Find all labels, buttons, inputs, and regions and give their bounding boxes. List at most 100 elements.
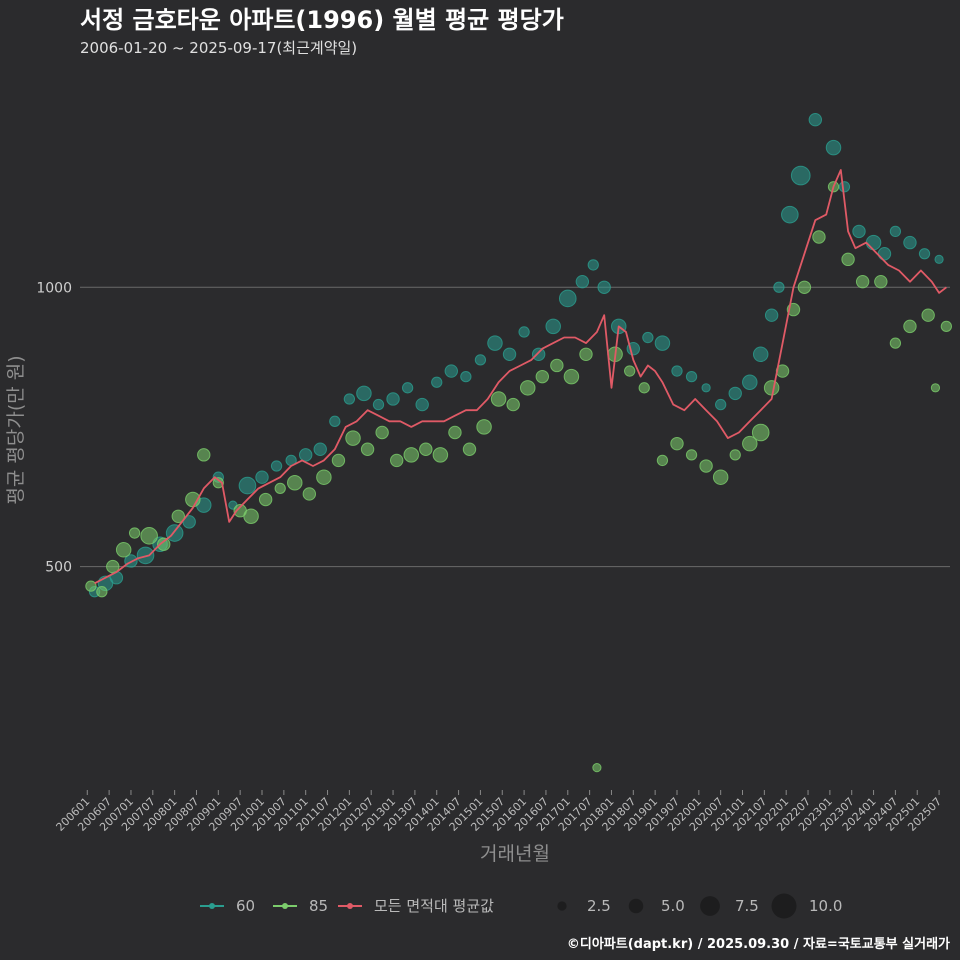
data-point-60 (545, 318, 561, 335)
average-line (94, 169, 947, 585)
data-point-60 (773, 281, 785, 293)
data-point-60 (752, 346, 769, 363)
legend-size-circle (771, 893, 797, 919)
data-point-85 (763, 380, 780, 396)
data-point-85 (419, 442, 433, 456)
data-point-60 (575, 274, 590, 289)
data-point-85 (519, 380, 536, 396)
data-point-60 (502, 347, 517, 361)
data-point-85 (592, 763, 602, 773)
average-line-path (94, 169, 947, 585)
data-point-85 (375, 425, 389, 440)
data-point-85 (889, 337, 902, 349)
data-point-60 (728, 386, 742, 401)
data-point-85 (797, 280, 812, 294)
data-point-85 (656, 454, 669, 467)
data-point-60 (701, 383, 711, 393)
data-point-60 (238, 476, 257, 495)
data-point-60 (742, 374, 758, 390)
data-point-60 (597, 280, 611, 294)
data-point-85 (670, 436, 684, 451)
data-point-60 (825, 139, 842, 156)
legend-size-label: 5.0 (661, 897, 685, 915)
data-point-85 (855, 274, 870, 289)
data-point-60 (329, 415, 341, 427)
data-point-60 (642, 331, 654, 344)
data-point-60 (715, 398, 727, 411)
legend: 60 85 모든 면적대 평균값 2.5 5.0 7.5 10.0 (200, 893, 842, 919)
legend-dot (282, 903, 288, 909)
data-point-85 (389, 453, 404, 468)
data-point-60 (313, 442, 327, 456)
legend-label: 60 (236, 897, 255, 915)
y-tick-label: 500 (45, 560, 72, 576)
data-point-85 (462, 442, 477, 456)
data-point-60 (838, 181, 851, 193)
x-axis-title: 거래년월 (480, 843, 550, 865)
data-point-60 (685, 370, 698, 383)
data-point-85 (360, 442, 375, 456)
data-point-85 (274, 482, 286, 495)
data-point-85 (258, 492, 273, 507)
legend-size-circle (628, 898, 644, 914)
data-point-60 (764, 308, 779, 322)
data-point-85 (287, 475, 303, 491)
data-point-60 (518, 326, 530, 338)
data-point-60 (808, 112, 823, 127)
data-point-85 (506, 397, 520, 412)
data-point-60 (654, 335, 671, 351)
y-axis-ticks: 500 1000 (36, 280, 72, 575)
data-point-85 (331, 453, 346, 468)
legend-dot (209, 903, 215, 909)
legend-size-label: 7.5 (735, 897, 759, 915)
data-point-85 (624, 365, 636, 377)
data-point-60 (356, 385, 372, 402)
data-point-60 (165, 524, 184, 542)
legend-size-label: 2.5 (587, 897, 611, 915)
data-point-85 (729, 449, 741, 461)
data-point-85 (874, 274, 888, 289)
data-point-60 (298, 448, 313, 462)
chart-subtitle: 2006-01-20 ~ 2025-09-17(최근계약일) (80, 39, 357, 57)
data-point-60 (587, 259, 599, 271)
y-axis-title: 평균 평당가(만 원) (5, 355, 27, 504)
data-point-85 (903, 319, 917, 334)
data-point-85 (432, 447, 449, 463)
data-point-60 (460, 370, 472, 383)
data-point-85 (85, 580, 97, 592)
data-point-85 (563, 368, 580, 385)
data-point-85 (751, 423, 770, 442)
data-point-60 (865, 234, 882, 251)
data-point-60 (487, 335, 503, 351)
data-point-85 (476, 419, 492, 435)
data-point-85 (448, 425, 462, 440)
data-point-85 (243, 508, 259, 525)
data-point-60 (934, 254, 944, 264)
data-point-60 (889, 225, 902, 238)
data-point-85 (712, 469, 729, 485)
data-point-85 (579, 347, 593, 361)
legend-size-label: 10.0 (809, 897, 842, 915)
chart-title: 서정 금호타운 아파트(1996) 월별 평균 평당가 (80, 6, 564, 34)
data-point-60 (918, 248, 931, 260)
data-point-85 (157, 537, 171, 551)
data-point-85 (699, 459, 713, 473)
data-point-85 (171, 509, 185, 523)
legend-label: 모든 면적대 평균값 (374, 897, 494, 915)
data-point-60 (136, 546, 155, 565)
data-point-60 (415, 397, 429, 412)
data-point-85 (316, 469, 332, 485)
data-point-60 (372, 398, 385, 411)
data-point-60 (877, 247, 892, 261)
data-point-60 (852, 224, 866, 239)
data-point-85 (930, 383, 941, 393)
data-point-85 (115, 542, 132, 558)
data-point-85 (345, 430, 361, 446)
y-tick-label: 1000 (36, 280, 72, 296)
x-axis-ticks: 2006012006072007012007072008012008072009… (54, 790, 944, 834)
data-point-85 (921, 308, 935, 322)
data-point-85 (638, 382, 650, 394)
data-point-60 (671, 365, 683, 377)
legend-size-circle (700, 896, 720, 916)
data-point-85 (535, 369, 550, 384)
